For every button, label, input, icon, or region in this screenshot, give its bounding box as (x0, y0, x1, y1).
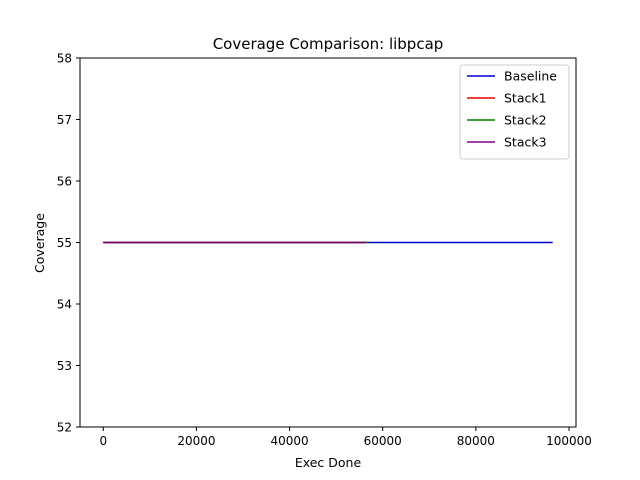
legend-label-stack3: Stack3 (504, 135, 547, 150)
legend: Baseline Stack1 Stack2 Stack3 (459, 64, 570, 160)
y-tick-label: 58 (57, 52, 72, 66)
x-tick-label: 100000 (546, 434, 592, 448)
y-tick-label: 55 (57, 236, 72, 250)
legend-frame (459, 64, 570, 160)
x-tick-label: 60000 (364, 434, 402, 448)
x-tick-label: 20000 (177, 434, 215, 448)
chart-title: Coverage Comparison: libpcap (213, 35, 444, 53)
y-tick-label: 56 (57, 175, 72, 189)
legend-label-stack1: Stack1 (504, 91, 547, 106)
x-tick-label: 0 (99, 434, 107, 448)
y-axis-title: Coverage (32, 213, 47, 273)
x-tick-label: 80000 (457, 434, 495, 448)
y-tick-label: 53 (57, 359, 72, 373)
y-tick-label: 54 (57, 298, 72, 312)
legend-label-baseline: Baseline (504, 69, 557, 84)
y-tick-label: 52 (57, 421, 72, 435)
x-tick-label: 40000 (270, 434, 308, 448)
x-axis: 0 20000 40000 60000 80000 100000 (99, 427, 592, 448)
y-tick-label: 57 (57, 113, 72, 127)
x-axis-title: Exec Done (295, 455, 362, 470)
legend-label-stack2: Stack2 (504, 113, 547, 128)
y-axis: 52 53 54 55 56 57 58 (57, 52, 80, 435)
